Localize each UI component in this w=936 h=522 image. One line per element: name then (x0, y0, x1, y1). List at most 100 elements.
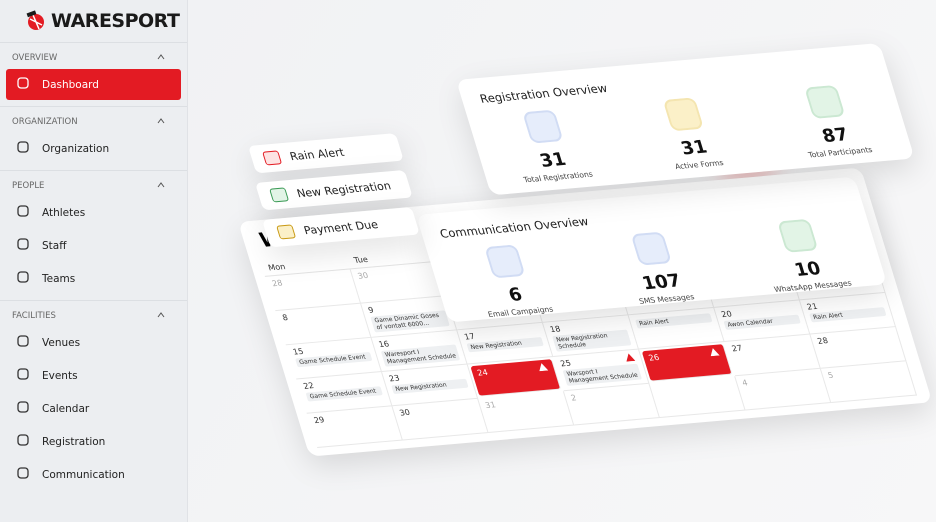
calendar-cell[interactable]: 29 (306, 406, 403, 448)
nav-icon (16, 204, 30, 221)
alert-icon (537, 363, 549, 374)
stat-label: Active Forms (673, 158, 725, 172)
calendar-cell[interactable]: Rain Alert (628, 307, 725, 350)
stat: 10 WhatsApp Messages (733, 215, 874, 296)
nav-label: Calendar (42, 402, 90, 415)
nav-section: ORGANIZATION Organization (0, 106, 187, 170)
day-number: 4 (741, 378, 749, 388)
nav-item[interactable]: Organization (6, 133, 181, 164)
day-number: 2 (569, 393, 578, 403)
calendar-card: WMonTueWed2830289Game Dinamic Goses of v… (238, 167, 933, 457)
nav-icon (16, 76, 30, 93)
stat-value: 10 (792, 258, 824, 281)
nav-item[interactable]: Teams (6, 263, 181, 294)
section-title: PEOPLE (12, 181, 45, 191)
day-number: 27 (730, 343, 744, 354)
calendar-cell[interactable]: 30 (392, 398, 489, 441)
nav-item[interactable]: Staff (6, 230, 181, 261)
brand-name: WARESPORT (51, 10, 180, 32)
weekday: Tue (352, 254, 370, 265)
section-header[interactable]: OVERVIEW (0, 49, 187, 67)
sidebar: WARESPORT OVERVIEW Dashboard ORGANIZATION O… (0, 0, 188, 522)
nav-section: OVERVIEW Dashboard (0, 42, 187, 106)
stat: 31 Active Forms (619, 93, 760, 174)
day-number: 29 (312, 415, 326, 426)
calendar-cell[interactable] (649, 376, 746, 418)
stat-icon (776, 218, 819, 253)
nav-section: PEOPLE Athletes Staff Teams (0, 170, 187, 300)
nav-icon (16, 433, 30, 450)
nav-label: Registration (42, 435, 106, 448)
nav-label: Communication (42, 468, 125, 481)
calendar-cell[interactable]: 5 (820, 361, 918, 403)
day-number: 28 (816, 336, 830, 346)
calendar-cell[interactable]: 4 (735, 368, 832, 411)
calendar-cell[interactable]: 26 (641, 344, 733, 382)
nav-icon (16, 270, 30, 287)
alert-icon (624, 353, 636, 364)
section-title: ORGANIZATION (12, 117, 78, 127)
event-chip: Rain Alert (635, 313, 713, 329)
section-title: FACILITIES (12, 311, 56, 321)
nav-item[interactable]: Venues (6, 327, 181, 358)
stat-value: 6 (506, 284, 525, 306)
calendar-cell[interactable]: 25 Warsport I Management Schedule (553, 349, 650, 392)
nav-item[interactable]: Communication (6, 459, 181, 490)
nav-label: Organization (42, 142, 110, 155)
stat-icon (484, 244, 526, 279)
nav-icon (16, 367, 30, 384)
section-header[interactable]: FACILITIES (0, 307, 187, 325)
brand: WARESPORT (25, 10, 180, 32)
nav-item[interactable]: Athletes (6, 197, 181, 228)
section-header[interactable]: PEOPLE (0, 177, 187, 195)
nav-label: Events (42, 369, 78, 382)
section-header[interactable]: ORGANIZATION (0, 113, 187, 131)
notification-icon (262, 150, 283, 166)
nav-item[interactable]: Dashboard (6, 69, 181, 100)
notification-label: Payment Due (302, 217, 380, 237)
notification-icon (276, 224, 297, 240)
calendar-grid: 2830289Game Dinamic Goses of vontatt 600… (264, 223, 918, 448)
stat: 31 Total Registrations (478, 106, 619, 187)
calendar-cell[interactable]: 17 New Registration (457, 322, 554, 365)
nav-item[interactable]: Calendar (6, 393, 181, 424)
stat-icon (663, 97, 705, 132)
weekday: Mon (267, 262, 287, 273)
nav-label: Teams (42, 272, 76, 285)
stat: 87 Total Participants (760, 81, 901, 162)
notification-label: New Registration (295, 178, 393, 200)
card-title: Communication Overview (438, 214, 591, 241)
chevron (157, 181, 165, 191)
nav-label: Staff (42, 239, 67, 252)
day-number: 5 (826, 370, 835, 381)
notification[interactable]: New Registration (255, 169, 413, 211)
nav-item[interactable]: Events (6, 360, 181, 391)
notification[interactable]: Rain Alert (248, 133, 404, 174)
nav-icon (16, 334, 30, 351)
card-title: Registration Overview (478, 81, 609, 106)
main: WMonTueWed2830289Game Dinamic Goses of v… (188, 0, 936, 522)
nav-item[interactable]: Registration (6, 426, 181, 457)
stat-label: Total Participants (807, 145, 874, 160)
nav-label: Venues (42, 336, 81, 349)
stat-icon (630, 231, 673, 266)
notification-label: Rain Alert (288, 145, 346, 163)
stat-icon (521, 109, 564, 144)
chevron (157, 311, 165, 321)
nav: OVERVIEW Dashboard ORGANIZATION Organizatio… (0, 42, 187, 496)
calendar-cell[interactable]: 2 (563, 383, 660, 426)
calendar-cell[interactable]: 24 (470, 359, 562, 397)
stat: 6 Email Campaigns (441, 241, 582, 322)
brand-logo (26, 10, 44, 30)
stat-value: 31 (537, 148, 569, 172)
stat-value: 31 (678, 136, 710, 160)
calendar-cell[interactable]: 31 (478, 391, 575, 433)
chevron (157, 117, 165, 127)
nav-label: Athletes (42, 206, 86, 219)
day-number: 28 (270, 278, 284, 289)
day-number: 30 (356, 270, 370, 281)
nav-icon (16, 237, 30, 254)
alert-icon (708, 348, 720, 359)
nav-section: FACILITIES Venues Events Calendar Registrati… (0, 300, 187, 496)
nav-label: Dashboard (42, 78, 99, 91)
